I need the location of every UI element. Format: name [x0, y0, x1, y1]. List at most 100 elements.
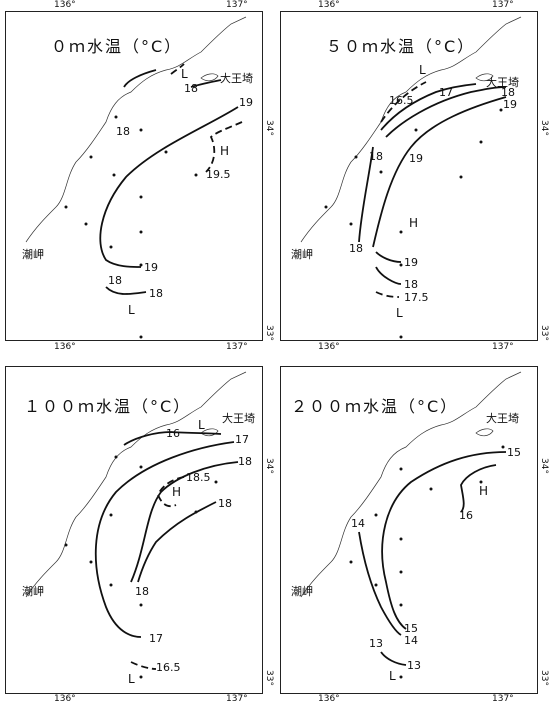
place-shionomisaki: 潮岬 [22, 584, 44, 598]
isotherm-16-5 [130, 661, 157, 670]
contour-label: 18.5 [186, 471, 211, 484]
contour-label: 18 [108, 274, 122, 287]
contour-label: 17 [149, 632, 163, 645]
contour-label: 18 [404, 278, 418, 291]
coastline [300, 16, 522, 243]
map-canvas: １００ｍ水温（°C） L L H 大王埼 潮岬 16 17 18 18.5 18… [22, 371, 255, 686]
place-daiozaki: 大王埼 [222, 411, 255, 425]
isotherm-17-5 [375, 291, 400, 298]
low-label-north: L [419, 63, 426, 77]
station-points [64, 455, 218, 679]
map-panel-0m: 136° 137° ０ｍ水温（°C） L L H 大王埼 潮岬 19 18 18… [5, 11, 263, 341]
station-points [64, 115, 198, 339]
station-points [324, 108, 503, 339]
map-canvas: ２００ｍ水温（°C） L H 大王埼 潮岬 15 16 14 15 14 13 … [291, 371, 522, 683]
contour-label: 15 [404, 622, 418, 635]
panel-title: ５０ｍ水温（°C） [326, 37, 475, 56]
isotherm-18-north [123, 69, 157, 88]
panel-2-lat-33: 33° [264, 670, 274, 686]
contour-label: 19.5 [206, 168, 231, 181]
isotherm-18-L [170, 63, 185, 75]
low-label-south: L [128, 672, 135, 686]
map-panel-100m: １００ｍ水温（°C） L L H 大王埼 潮岬 16 17 18 18.5 18… [5, 366, 263, 694]
isotherm-17 [380, 83, 477, 131]
contour-label: 19 [503, 98, 517, 111]
panel-3-lon-136: 136° [318, 694, 340, 704]
isotherm-13 [380, 651, 407, 666]
low-label: L [389, 669, 396, 683]
low-label-south: L [128, 303, 135, 317]
contour-label: 18 [135, 585, 149, 598]
low-label-north: L [198, 418, 205, 432]
contour-label: 16.5 [389, 94, 414, 107]
panel-1-lon-136: 136° [318, 342, 340, 352]
map-panel-50m: ５０ｍ水温（°C） L L H 大王埼 潮岬 16.5 17 18 19 18 … [280, 11, 538, 341]
contour-label: 18 [149, 287, 163, 300]
map-panel-200m: ２００ｍ水温（°C） L H 大王埼 潮岬 15 16 14 15 14 13 … [280, 366, 538, 694]
panel-2-lon-136: 136° [54, 694, 76, 704]
panel-0-lat-34: 34° [264, 120, 274, 136]
panel-1-lon-137: 137° [492, 342, 514, 352]
contour-label: 18 [369, 150, 383, 163]
panel-1-lat-33: 33° [539, 325, 549, 341]
panel-0-lon-137: 137° [226, 342, 248, 352]
station-points [349, 445, 505, 679]
panel-3-lat-33: 33° [539, 670, 549, 686]
panel-title: ０ｍ水温（°C） [51, 37, 182, 56]
panel-0-lon-136-top: 136° [54, 0, 76, 10]
contour-label: 19 [144, 261, 158, 274]
panel-2-lon-137: 137° [226, 694, 248, 704]
contour-label: 13 [407, 659, 421, 672]
contour-label: 13 [369, 637, 383, 650]
place-shionomisaki: 潮岬 [291, 247, 313, 261]
place-daiozaki: 大王埼 [220, 71, 253, 85]
isotherm-18-5 [157, 476, 185, 508]
contour-label: 17.5 [404, 291, 429, 304]
high-label: H [409, 216, 418, 230]
contour-label: 19 [239, 96, 253, 109]
island-outline [200, 428, 219, 437]
contour-label: 14 [404, 634, 418, 647]
low-label-south: L [396, 306, 403, 320]
place-daiozaki: 大王埼 [486, 75, 519, 89]
panel-3-lat-34: 34° [539, 458, 549, 474]
island-outline [200, 73, 219, 82]
contour-label: 16 [166, 427, 180, 440]
contour-label: 18 [184, 82, 198, 95]
contour-label: 18 [238, 455, 252, 468]
isotherm-18-outer [130, 461, 239, 583]
high-label: H [479, 484, 488, 498]
panel-title: １００ｍ水温（°C） [24, 397, 191, 416]
contour-label: 17 [439, 86, 453, 99]
panel-2-lat-34: 34° [264, 458, 274, 474]
panel-1-lon-136-top: 136° [318, 0, 340, 10]
place-shionomisaki: 潮岬 [22, 247, 44, 261]
isotherm-18-coast [190, 79, 222, 88]
isotherm-19 [99, 106, 239, 268]
high-label: H [172, 485, 181, 499]
panel-0-lat-33: 33° [264, 325, 274, 341]
isotherm-18-inner [385, 86, 507, 138]
contour-label: 16 [459, 509, 473, 522]
isotherm-18-inner [137, 501, 217, 583]
contour-label: 17 [235, 433, 249, 446]
lon-tick-136: 136° [56, 12, 78, 14]
low-label-north: L [181, 67, 188, 81]
isotherm-19-outer [372, 96, 507, 248]
contour-label: 18 [501, 86, 515, 99]
isotherm-19-5 [205, 121, 243, 173]
contour-label: 16.5 [156, 661, 181, 674]
isotherm-19-south [375, 251, 402, 263]
isotherm-16-5 [380, 81, 427, 123]
map-canvas: ５０ｍ水温（°C） L L H 大王埼 潮岬 16.5 17 18 19 18 … [291, 16, 522, 339]
place-daiozaki: 大王埼 [486, 411, 519, 425]
contour-label: 19 [404, 256, 418, 269]
coastline [300, 371, 522, 598]
island-outline [475, 428, 494, 437]
panel-title: ２００ｍ水温（°C） [291, 397, 458, 416]
place-shionomisaki: 潮岬 [291, 584, 313, 598]
panel-1-lat-34: 34° [539, 120, 549, 136]
isotherm-16 [123, 431, 222, 446]
panel-1-lon-137-top: 137° [492, 0, 514, 10]
island-outline [475, 73, 494, 82]
